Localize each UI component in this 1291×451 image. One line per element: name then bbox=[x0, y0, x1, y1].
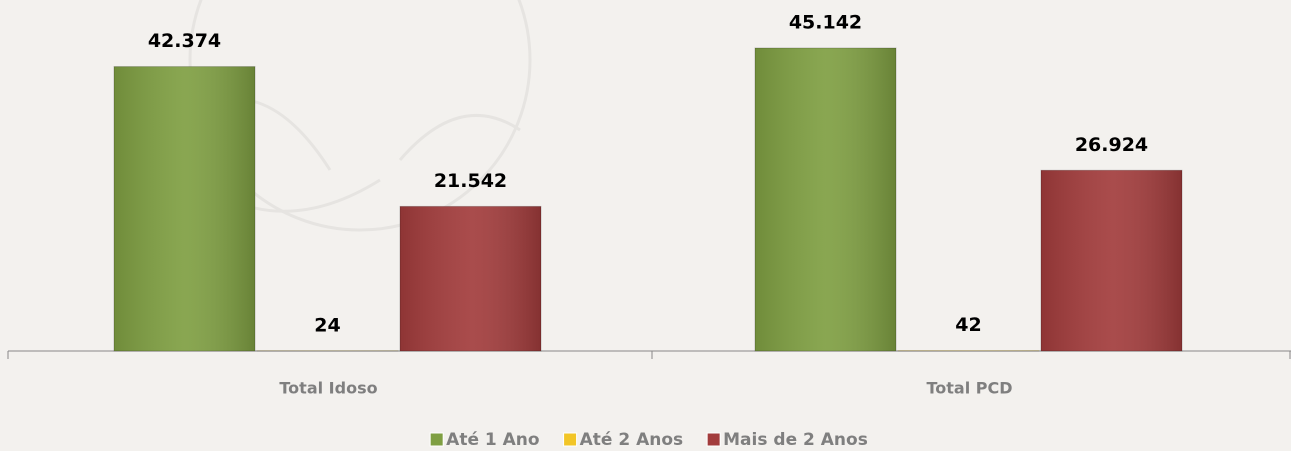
data-label: 42.374 bbox=[148, 30, 221, 52]
legend-label: Até 2 Anos bbox=[580, 430, 684, 450]
legend-label: Até 1 Ano bbox=[446, 430, 539, 450]
bar bbox=[1040, 169, 1183, 352]
data-label: 42 bbox=[955, 314, 981, 336]
legend: Até 1 Ano Até 2 Anos Mais de 2 Anos bbox=[429, 430, 868, 450]
bar bbox=[399, 205, 542, 352]
x-tick-label: Total Idoso bbox=[279, 379, 377, 398]
data-label: 24 bbox=[314, 314, 340, 336]
legend-swatch bbox=[706, 432, 721, 447]
legend-swatch bbox=[563, 432, 578, 447]
bar bbox=[754, 47, 897, 352]
bar bbox=[113, 66, 256, 352]
legend-label: Mais de 2 Anos bbox=[723, 430, 868, 450]
data-label: 21.542 bbox=[434, 170, 507, 192]
data-label: 26.924 bbox=[1075, 134, 1148, 156]
x-tick-label: Total PCD bbox=[926, 379, 1012, 398]
legend-swatch bbox=[429, 432, 444, 447]
data-label: 45.142 bbox=[789, 12, 862, 34]
